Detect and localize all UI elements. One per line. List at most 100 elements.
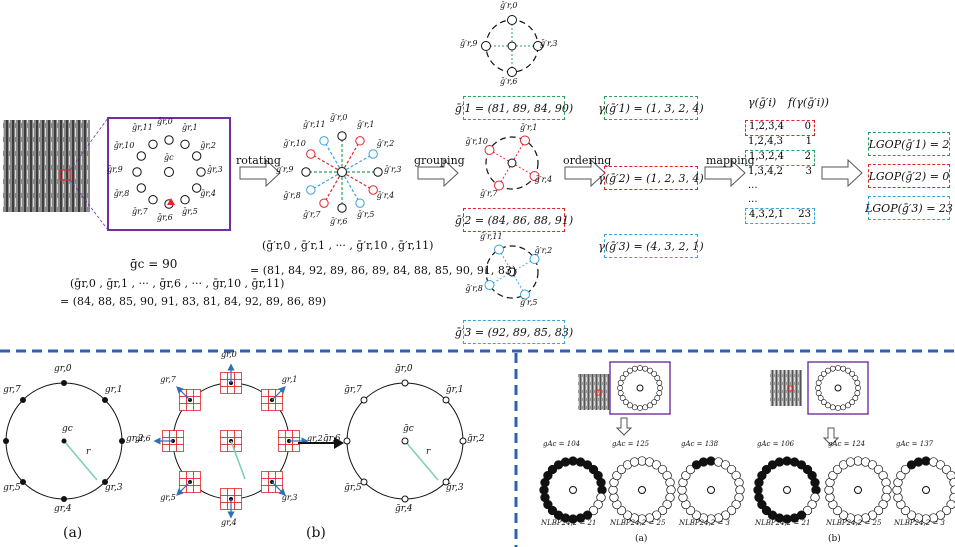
ring-label-a: gr,2 [126,434,144,444]
sample-point [19,479,26,486]
center-value: gAc = 124 [828,440,866,448]
rot-label: ḡ′r,10 [283,139,306,148]
ring-point [148,139,158,149]
ring-point [196,167,206,177]
center-gc-b: ḡc [403,424,414,434]
ring-label-b: ḡr,2 [467,434,485,444]
map-head-gamma: γ(ḡ′i) [748,96,777,109]
ring-label: ḡr,3 [207,165,223,174]
bit-node [845,457,856,467]
map-perm: 1,3,2,4 [749,151,784,162]
process-arrows [239,158,863,188]
ring-point [319,198,329,208]
rot-label: ḡ′r,3 [384,165,402,174]
ring-point [148,195,158,205]
map-perm: 1,2,4,3 [748,136,783,147]
rot-label: ḡ′r,4 [376,191,395,200]
ring-label-a: gr,7 [3,384,21,395]
group1-box: ḡ′1 = (81, 89, 84, 90) [455,96,573,120]
center-value: gAc = 106 [757,440,795,448]
group2-box: ḡ′2 = (84, 86, 88, 91) [455,208,573,232]
sample-point [360,478,368,486]
ring-label: ḡr,7 [132,206,148,216]
ring-label-b: ḡr,6 [323,434,341,444]
map-index: 23 [798,209,811,220]
ring-label-b: ḡr,7 [344,384,362,395]
ring-label: ḡr,0 [157,117,173,126]
ring-label: ḡr,2 [200,141,216,150]
caption-br-a: (a) [635,534,648,544]
sample-point [401,379,409,387]
rot-label: ḡ′r,7 [303,210,321,220]
center-gc-a: gc [62,424,73,434]
ring-point [180,195,190,205]
ring-point [132,167,142,177]
map-index: 3 [805,166,812,177]
mapping-row: 1,2,3,4 0 [745,120,815,136]
ring-label-a: gr,5 [3,483,21,494]
grid-label: gr,4 [221,518,237,527]
group-label: ḡ′r,6 [500,77,518,86]
ring-point [180,139,190,149]
grid-label: gr,7 [160,374,176,384]
sample-point [401,495,409,503]
nlbp-value: NLBP24,2 = 25 [610,519,666,527]
ring-point [192,183,202,193]
rot-label: ḡ′r,5 [357,210,375,220]
group-label: ḡ′r,7 [480,188,498,198]
bit-node [774,457,785,467]
label-ordering: ordering [563,154,612,167]
lgop1-box: LGOP(ḡ′1) = 2 [868,132,950,156]
sampling-ring-rotated [301,131,383,213]
ring-point [319,136,329,146]
gamma2-box: γ(ḡ′2) = (1, 2, 3, 4) [598,166,704,190]
ring-point [164,135,174,145]
ring-label-a: gr,1 [104,384,123,395]
sample-point [19,396,26,403]
map-index: 2 [804,151,811,162]
mapping-row: 4,3,2,1 23 [745,208,815,224]
label-grouping: grouping [414,154,465,167]
ring-label: ḡr,5 [182,206,198,216]
bit-node [950,485,955,495]
ring-label-b: ḡr,3 [445,483,464,494]
ring-point [306,149,316,159]
bit-node [913,457,924,467]
label-rotating: rotating [236,154,281,167]
ring-label: ḡr,9 [107,165,123,174]
group-label: ḡ′r,11 [480,232,503,242]
grid-label: gr,2 [307,434,323,443]
sequence-values: = (84, 88, 85, 90, 91, 83, 81, 84, 92, 8… [60,295,327,308]
ring-point [355,136,365,146]
nlbp-value: NLBP24,2 = 3 [894,519,945,527]
group-circles [481,15,543,300]
mapping-row: ... [745,180,815,194]
group-label: ḡ′r,10 [465,137,488,146]
sample-point [61,380,67,386]
rot-label: ḡ′r,11 [303,119,326,129]
sample-point [102,396,109,403]
sequence-header: (ḡr,0 , ḡr,1 , ··· , ḡr,6 , ··· , ḡr,10 … [70,277,285,290]
grid-ring-b [153,363,309,519]
center-value: gAc = 138 [681,440,719,448]
ring-label: ḡr,8 [113,189,130,198]
sample-point [102,479,109,486]
ring-point [368,149,378,159]
ring-point [136,151,146,161]
grid-label: gr,3 [281,493,298,503]
sample-point [61,496,67,502]
grid-label: gr,1 [281,374,298,384]
nlbp-value: NLBP24,2 = 3 [679,519,730,527]
group-label: ḡ′r,1 [520,123,538,133]
mapping-row: ... [745,194,815,208]
ring-point [301,167,311,177]
label-mapping: mapping [706,154,755,167]
ring-label: ḡr,11 [132,123,153,133]
caption-a: (a) [63,525,83,541]
group-label: ḡ′r,5 [520,297,538,307]
ring-label-b: ḡr,1 [445,384,464,395]
sample-window-marker [59,169,71,181]
neighborhood-box [107,117,231,231]
grid-label: gr,5 [160,493,176,503]
